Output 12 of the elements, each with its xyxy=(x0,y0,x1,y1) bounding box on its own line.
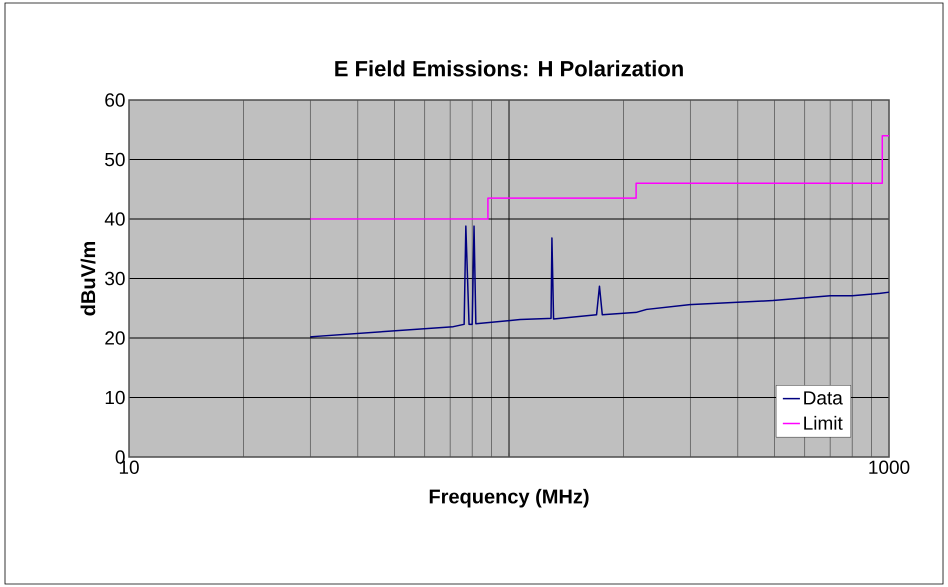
y-tick-label: 40 xyxy=(104,212,125,226)
chart-title: E Field Emissions: H Polarization xyxy=(335,60,683,76)
y-tick-label: 50 xyxy=(105,152,125,166)
y-tick-label: 20 xyxy=(105,331,125,345)
y-tick-label: 60 xyxy=(105,93,125,107)
y-axis-title: dBuV/m xyxy=(80,242,96,316)
x-tick-label: 1000 xyxy=(869,460,910,474)
x-axis-title: Frequency (MHz) xyxy=(430,488,589,508)
y-tick-label: 10 xyxy=(106,390,125,404)
legend-label: Data xyxy=(804,391,843,405)
legend-label: Limit xyxy=(804,416,843,430)
y-tick-label: 30 xyxy=(105,272,125,286)
